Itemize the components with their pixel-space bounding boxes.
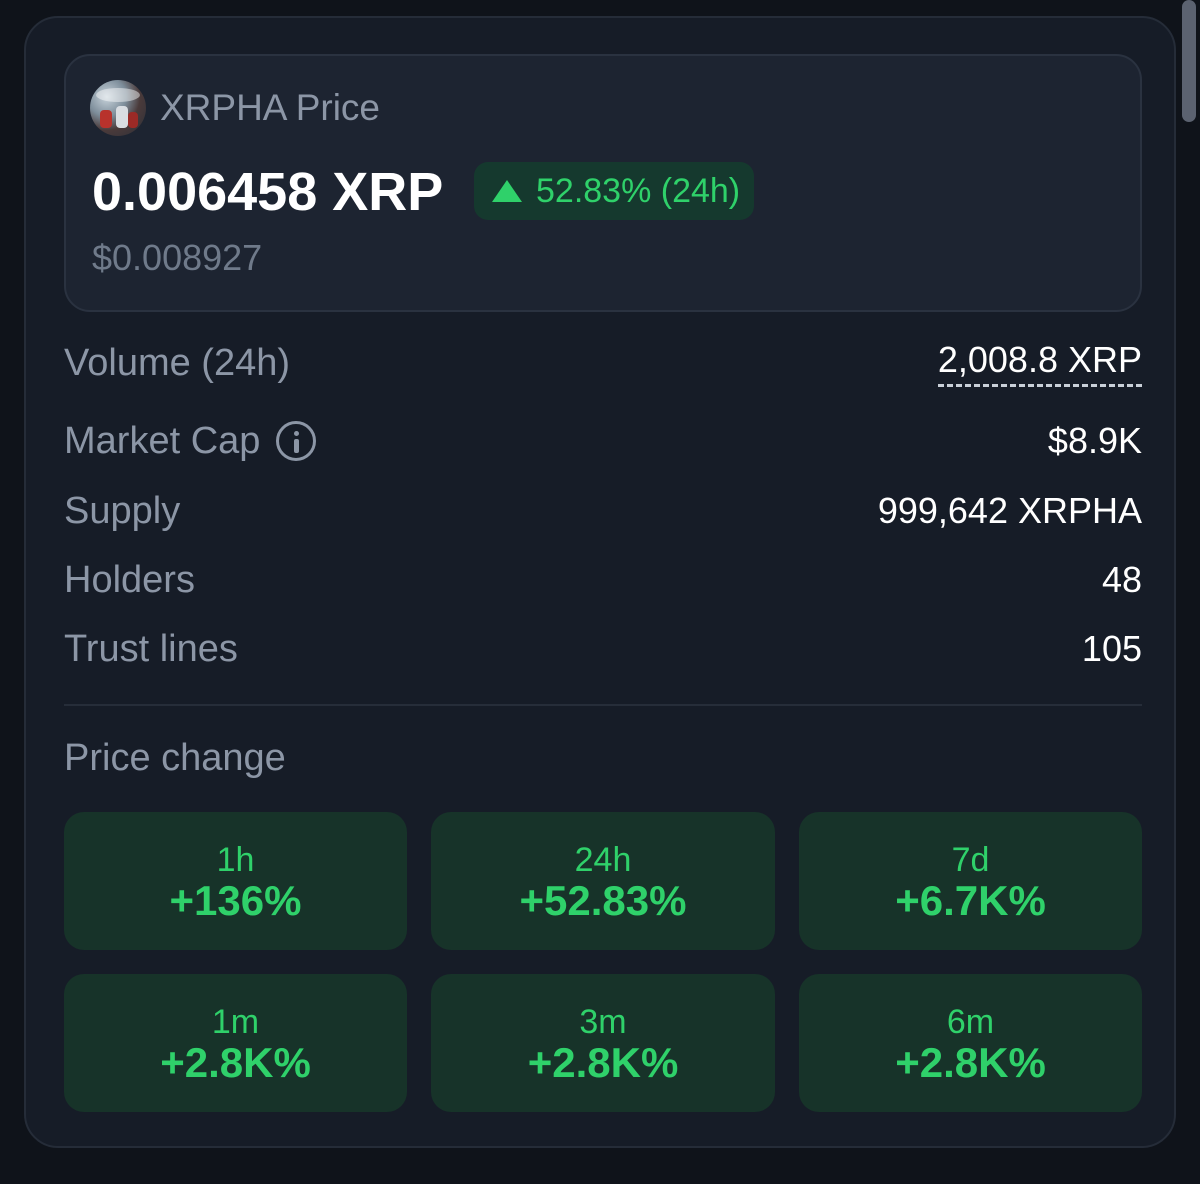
holders-value: 48: [1101, 559, 1142, 600]
token-price: 0.006458 XRP: [92, 162, 444, 222]
tile-period: 1h: [216, 841, 255, 879]
stat-row-market-cap: Market Cap $8.9K: [64, 416, 1142, 466]
stat-label-market-cap: Market Cap: [64, 416, 317, 466]
price-change-tile-1h[interactable]: 1h +136%: [64, 812, 407, 950]
price-change-tile-24h[interactable]: 24h +52.83%: [431, 812, 775, 950]
stat-row-supply: Supply 999,642 XRPHA: [64, 486, 1142, 536]
scrollbar[interactable]: [1182, 0, 1196, 122]
market-cap-value: $8.9K: [1047, 420, 1142, 461]
stat-label: Holders: [64, 559, 195, 601]
stat-label: Volume (24h): [64, 342, 291, 384]
price-change-tile-6m[interactable]: 6m +2.8K%: [799, 974, 1142, 1112]
price-change-tile-1m[interactable]: 1m +2.8K%: [64, 974, 407, 1112]
stat-row-holders: Holders 48: [64, 555, 1142, 605]
price-summary: XRPHA Price 0.006458 XRP 52.83% (24h) $0…: [64, 54, 1142, 312]
tile-period: 1m: [211, 1003, 260, 1041]
usd-price: $0.008927: [92, 237, 263, 278]
volume-value[interactable]: 2,008.8 XRP: [937, 338, 1142, 387]
price-title: XRPHA Price: [160, 87, 381, 128]
stat-row-volume: Volume (24h) 2,008.8 XRP: [64, 338, 1142, 388]
price-change-tile-3m[interactable]: 3m +2.8K%: [431, 974, 775, 1112]
tile-value: +2.8K%: [160, 1039, 311, 1086]
price-change-grid: 1h +136% 24h +52.83% 7d +6.7K% 1m +2.8K%…: [64, 812, 1142, 1112]
tile-value: +52.83%: [519, 877, 687, 924]
stat-label: Trust lines: [64, 628, 238, 670]
triangle-up-icon: [492, 180, 522, 202]
tile-period: 7d: [951, 841, 990, 879]
stat-label: Market Cap: [64, 420, 261, 462]
change-text: 52.83% (24h): [536, 172, 741, 210]
token-avatar: [90, 80, 146, 136]
price-change-tile-7d[interactable]: 7d +6.7K%: [799, 812, 1142, 950]
price-change-title: Price change: [64, 737, 286, 779]
token-info-card: XRPHA Price 0.006458 XRP 52.83% (24h) $0…: [24, 16, 1176, 1148]
tile-value: +2.8K%: [527, 1039, 679, 1086]
stat-label: Supply: [64, 490, 181, 532]
trust-lines-value: 105: [1081, 628, 1142, 669]
tile-period: 24h: [574, 841, 632, 879]
tile-value: +136%: [169, 877, 302, 924]
divider: [64, 704, 1142, 706]
change-badge: 52.83% (24h): [474, 162, 755, 220]
supply-value: 999,642 XRPHA: [877, 490, 1142, 531]
tile-period: 6m: [946, 1003, 995, 1041]
tile-value: +2.8K%: [895, 1039, 1046, 1086]
tile-period: 3m: [579, 1003, 627, 1041]
info-icon[interactable]: [276, 421, 317, 461]
tile-value: +6.7K%: [895, 877, 1046, 924]
stat-row-trust-lines: Trust lines 105: [64, 624, 1142, 674]
